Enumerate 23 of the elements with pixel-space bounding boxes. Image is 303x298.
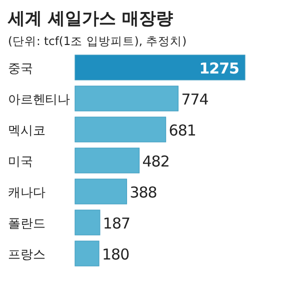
y-tick-label: 미국 xyxy=(8,154,34,168)
data-label: 482 xyxy=(142,152,170,170)
data-label: 180 xyxy=(102,246,130,264)
bar xyxy=(74,178,128,204)
data-label: 681 xyxy=(168,122,196,140)
bar xyxy=(74,116,166,142)
data-label: 774 xyxy=(181,90,208,108)
bar xyxy=(74,148,140,174)
y-tick-label: 중국 xyxy=(8,60,34,76)
bar xyxy=(74,240,100,266)
y-tick-label: 캐나다 xyxy=(8,184,46,200)
y-tick-label: 멕시코 xyxy=(8,122,46,138)
chart-subtitle: (단위: tcf(1조 입방피트), 추정치) xyxy=(8,34,187,48)
y-tick-label: 프랑스 xyxy=(8,246,46,262)
chart-title: 세계 셰일가스 매장량 xyxy=(7,9,173,29)
y-tick-label: 폴란드 xyxy=(8,216,46,230)
bar xyxy=(74,54,246,80)
y-tick-label: 아르헨티나 xyxy=(8,92,71,106)
data-label: 1275 xyxy=(199,60,240,78)
bar xyxy=(74,210,100,236)
data-label: 388 xyxy=(130,184,157,202)
data-label: 187 xyxy=(102,214,130,232)
bar xyxy=(74,86,178,112)
